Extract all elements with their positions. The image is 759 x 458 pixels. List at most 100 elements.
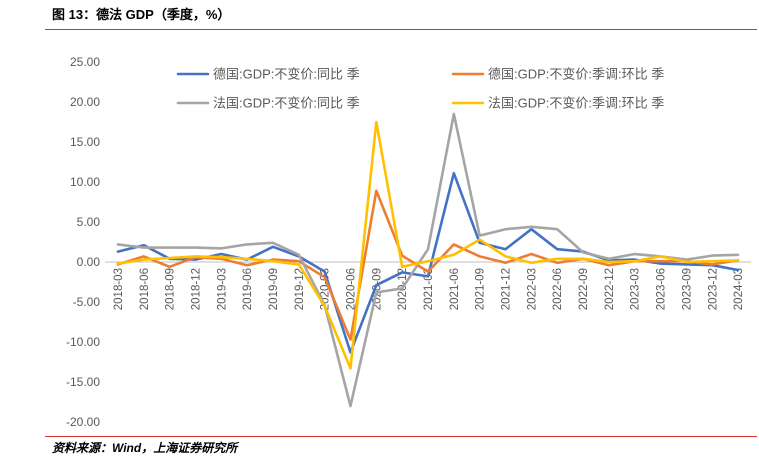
x-tick-label: 2020-06 xyxy=(346,268,358,310)
data-point-france-gdp-yoy xyxy=(581,250,585,254)
x-tick-label: 2022-09 xyxy=(578,268,590,310)
data-point-france-gdp-yoy xyxy=(168,246,172,250)
data-point-france-gdp-qoq xyxy=(142,258,146,262)
data-point-france-gdp-yoy xyxy=(452,112,456,116)
data-point-germany-gdp-qoq xyxy=(555,261,559,265)
data-point-france-gdp-qoq xyxy=(710,259,714,263)
caption-rule xyxy=(45,29,757,30)
x-tick-label: 2018-12 xyxy=(190,268,202,310)
data-point-germany-gdp-yoy xyxy=(452,171,456,175)
data-point-france-gdp-yoy xyxy=(710,254,714,258)
legend-item-germany-gdp-qoq: 德国:GDP:不变价:季调:环比 季 xyxy=(451,67,664,82)
y-tick-label: -20.00 xyxy=(66,415,100,429)
data-point-germany-gdp-yoy xyxy=(555,247,559,251)
data-point-germany-gdp-qoq xyxy=(529,252,533,256)
data-point-france-gdp-qoq xyxy=(555,257,559,261)
data-point-germany-gdp-qoq xyxy=(374,189,378,193)
x-tick-label: 2023-09 xyxy=(681,268,693,310)
data-point-france-gdp-yoy xyxy=(633,252,637,256)
x-tick-label: 2018-09 xyxy=(165,268,177,310)
data-point-france-gdp-yoy xyxy=(374,290,378,294)
data-point-france-gdp-yoy xyxy=(116,242,120,246)
data-point-france-gdp-qoq xyxy=(348,366,352,370)
data-point-germany-gdp-qoq xyxy=(348,338,352,342)
legend-label-germany-gdp-qoq: 德国:GDP:不变价:季调:环比 季 xyxy=(488,67,664,82)
x-tick-label: 2022-12 xyxy=(604,268,616,310)
legend-label-france-gdp-qoq: 法国:GDP:不变价:季调:环比 季 xyxy=(488,96,664,111)
data-point-germany-gdp-qoq xyxy=(659,259,663,263)
x-tick-label: 2024-03 xyxy=(733,268,745,310)
legend-item-france-gdp-yoy: 法国:GDP:不变价:同比 季 xyxy=(176,96,360,111)
data-point-germany-gdp-yoy xyxy=(374,283,378,287)
series-france-gdp-yoy xyxy=(116,112,740,408)
data-point-france-gdp-qoq xyxy=(426,259,430,263)
legend: 德国:GDP:不变价:同比 季 德国:GDP:不变价:季调:环比 季法国:GDP:… xyxy=(176,67,664,111)
data-point-france-gdp-qoq xyxy=(659,254,663,258)
data-point-germany-gdp-yoy xyxy=(271,245,275,249)
data-point-france-gdp-qoq xyxy=(478,238,482,242)
legend-label-france-gdp-yoy: 法国:GDP:不变价:同比 季 xyxy=(213,96,360,111)
series-germany-gdp-qoq xyxy=(116,189,740,342)
data-point-germany-gdp-yoy xyxy=(116,250,120,254)
y-tick-label: -5.00 xyxy=(73,295,101,309)
data-point-germany-gdp-yoy xyxy=(426,274,430,278)
data-point-france-gdp-qoq xyxy=(374,120,378,124)
data-point-france-gdp-qoq xyxy=(633,259,637,263)
data-point-france-gdp-yoy xyxy=(400,286,404,290)
data-point-france-gdp-qoq xyxy=(219,255,223,259)
data-point-france-gdp-qoq xyxy=(529,261,533,265)
legend-item-germany-gdp-yoy: 德国:GDP:不变价:同比 季 xyxy=(176,67,360,82)
y-tick-label: 5.00 xyxy=(77,215,101,229)
series-line-germany-gdp-yoy xyxy=(116,171,740,354)
source-note: 资料来源：Wind，上海证券研究所 xyxy=(52,441,238,455)
data-point-france-gdp-yoy xyxy=(529,225,533,229)
data-point-germany-gdp-qoq xyxy=(245,263,249,267)
x-tick-label: 2019-03 xyxy=(216,268,228,310)
data-point-france-gdp-qoq xyxy=(684,260,688,264)
x-tick-label: 2019-06 xyxy=(242,268,254,310)
data-point-germany-gdp-yoy xyxy=(736,268,740,272)
x-tick-label: 2023-06 xyxy=(656,268,668,310)
series-line-france-gdp-qoq xyxy=(116,120,740,370)
y-tick-label: 20.00 xyxy=(70,95,100,109)
data-point-germany-gdp-qoq xyxy=(504,261,508,265)
data-point-france-gdp-yoy xyxy=(297,253,301,257)
data-point-france-gdp-qoq xyxy=(297,262,301,266)
data-point-germany-gdp-yoy xyxy=(323,270,327,274)
data-point-france-gdp-qoq xyxy=(504,254,508,258)
data-point-france-gdp-qoq xyxy=(245,257,249,261)
x-tick-label: 2021-12 xyxy=(501,268,513,310)
x-tick-label: 2022-03 xyxy=(526,268,538,310)
series-line-france-gdp-yoy xyxy=(116,112,740,408)
x-tick-label: 2021-09 xyxy=(475,268,487,310)
series-line-germany-gdp-qoq xyxy=(116,189,740,341)
data-point-france-gdp-yoy xyxy=(142,246,146,250)
data-point-france-gdp-qoq xyxy=(193,254,197,258)
data-point-france-gdp-yoy xyxy=(555,227,559,231)
data-point-germany-gdp-qoq xyxy=(478,254,482,258)
x-tick-label: 2023-12 xyxy=(707,268,719,310)
data-point-germany-gdp-qoq xyxy=(323,275,327,279)
y-tick-label: 10.00 xyxy=(70,175,100,189)
data-point-france-gdp-qoq xyxy=(116,262,120,266)
data-point-france-gdp-qoq xyxy=(607,260,611,264)
data-point-france-gdp-qoq xyxy=(452,253,456,257)
data-point-france-gdp-qoq xyxy=(168,256,172,260)
x-tick-label: 2021-03 xyxy=(423,268,435,310)
data-point-germany-gdp-qoq xyxy=(426,270,430,274)
data-point-germany-gdp-yoy xyxy=(504,247,508,251)
x-tick-label: 2019-12 xyxy=(294,268,306,310)
x-tick-label: 2018-06 xyxy=(139,268,151,310)
series-france-gdp-qoq xyxy=(116,120,740,370)
x-tick-label: 2023-03 xyxy=(630,268,642,310)
data-point-germany-gdp-qoq xyxy=(452,242,456,246)
y-tick-label: -10.00 xyxy=(66,335,100,349)
y-tick-label: 15.00 xyxy=(70,135,100,149)
data-point-france-gdp-yoy xyxy=(193,246,197,250)
series-germany-gdp-yoy xyxy=(116,171,740,354)
data-point-france-gdp-qoq xyxy=(271,259,275,263)
data-point-germany-gdp-yoy xyxy=(400,270,404,274)
data-point-germany-gdp-qoq xyxy=(168,265,172,269)
data-point-france-gdp-yoy xyxy=(271,241,275,245)
